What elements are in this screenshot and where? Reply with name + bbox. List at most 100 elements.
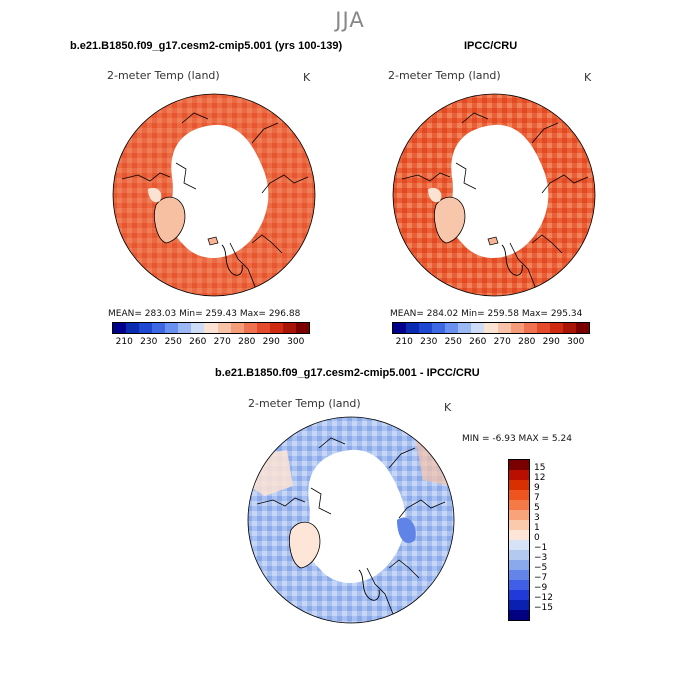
colorbar-label: −15 — [534, 603, 553, 613]
colorbar-swatch — [282, 323, 296, 333]
colorbar-label: 1 — [534, 523, 540, 533]
colorbar-swatch — [509, 550, 529, 560]
colorbar-swatch — [126, 323, 140, 333]
panel-1-colorbar — [112, 322, 310, 334]
colorbar-label: 230 — [140, 337, 158, 347]
greenland — [434, 196, 466, 244]
colorbar-label: −3 — [534, 553, 548, 563]
colorbar-swatch — [152, 323, 166, 333]
colorbar-swatch — [536, 323, 550, 333]
panel-3-variable: 2-meter Temp (land) — [248, 397, 361, 410]
panel-3-units: K — [444, 401, 452, 414]
panel-2-title: IPCC/CRU — [464, 40, 518, 52]
colorbar-swatch — [509, 590, 529, 600]
colorbar-swatch — [419, 323, 433, 333]
colorbar-label: 280 — [238, 337, 256, 347]
colorbar-label: 12 — [534, 473, 546, 483]
scandinavia — [501, 244, 523, 276]
colorbar-swatch — [432, 323, 446, 333]
colorbar-label: 7 — [534, 493, 540, 503]
colorbar-label: −7 — [534, 573, 548, 583]
panel-3-title: b.e21.B1850.f09_g17.cesm2-cmip5.001 - IP… — [215, 367, 480, 379]
colorbar-label: 300 — [287, 337, 305, 347]
scandinavia — [358, 569, 380, 601]
colorbar-label: 5 — [534, 503, 540, 513]
scandinavia — [221, 244, 243, 276]
panel-2-colorbar — [392, 322, 590, 334]
colorbar-swatch — [178, 323, 192, 333]
greenland — [154, 196, 186, 244]
colorbar-swatch — [393, 323, 407, 333]
panel-1-title: b.e21.B1850.f09_g17.cesm2-cmip5.001 (yrs… — [70, 40, 343, 52]
panel-2-colorbar-labels: 210 230 250 260 270 280 290 300 — [392, 337, 588, 347]
panel-3-colorbar — [508, 459, 530, 621]
colorbar-label: 290 — [262, 337, 280, 347]
cool-patch — [428, 187, 442, 203]
colorbar-label: 250 — [164, 337, 182, 347]
colorbar-swatch — [509, 490, 529, 500]
colorbar-swatch — [510, 323, 524, 333]
colorbar-swatch — [406, 323, 420, 333]
colorbar-label: 230 — [420, 337, 438, 347]
colorbar-swatch — [217, 323, 231, 333]
colorbar-swatch — [243, 323, 257, 333]
cold-anomaly — [397, 517, 416, 544]
panel-1-stats: MEAN= 283.03 Min= 259.43 Max= 296.88 — [108, 309, 301, 319]
colorbar-swatch — [509, 540, 529, 550]
colorbar-swatch — [562, 323, 576, 333]
colorbar-swatch — [509, 610, 529, 620]
colorbar-label: 280 — [518, 337, 536, 347]
panel-3-stats: MIN = -6.93 MAX = 5.24 — [462, 434, 572, 444]
panel-3-colorbar-labels: 15 12 9 7 5 3 1 0 −1 −3 −5 −7 −9 −12 −15 — [534, 459, 574, 621]
colorbar-label: 9 — [534, 483, 540, 493]
colorbar-swatch — [523, 323, 537, 333]
colorbar-label: 290 — [542, 337, 560, 347]
colorbar-label: −1 — [534, 543, 548, 553]
colorbar-label: 260 — [469, 337, 487, 347]
colorbar-label: −9 — [534, 583, 548, 593]
colorbar-label: 300 — [567, 337, 585, 347]
greenland — [289, 521, 321, 569]
difference-field — [248, 417, 454, 623]
colorbar-swatch — [295, 323, 309, 333]
colorbar-swatch — [509, 580, 529, 590]
colorbar-swatch — [509, 530, 529, 540]
colorbar-label: −5 — [534, 563, 548, 573]
iceland — [207, 236, 219, 246]
land-temperature-field — [113, 94, 315, 296]
colorbar-swatch — [269, 323, 283, 333]
colorbar-swatch — [509, 560, 529, 570]
iceland — [487, 236, 499, 246]
warm-anomaly-east — [415, 436, 451, 486]
coastline — [401, 112, 589, 290]
cool-patch — [148, 187, 162, 203]
colorbar-label: 0 — [534, 533, 540, 543]
colorbar-swatch — [458, 323, 472, 333]
panel-2-units: K — [584, 71, 592, 84]
colorbar-swatch — [256, 323, 270, 333]
season-title: JJA — [335, 8, 365, 32]
colorbar-label: 210 — [115, 337, 133, 347]
colorbar-swatch — [445, 323, 459, 333]
colorbar-label: 270 — [493, 337, 511, 347]
colorbar-swatch — [113, 323, 127, 333]
colorbar-swatch — [509, 500, 529, 510]
colorbar-swatch — [575, 323, 589, 333]
colorbar-swatch — [204, 323, 218, 333]
colorbar-swatch — [549, 323, 563, 333]
panel-2-stats: MEAN= 284.02 Min= 259.58 Max= 295.34 — [390, 309, 583, 319]
land-temperature-field — [393, 94, 595, 296]
colorbar-swatch — [484, 323, 498, 333]
colorbar-swatch — [509, 480, 529, 490]
colorbar-swatch — [230, 323, 244, 333]
colorbar-label: −12 — [534, 593, 553, 603]
colorbar-label: 270 — [213, 337, 231, 347]
colorbar-swatch — [471, 323, 485, 333]
colorbar-label: 250 — [444, 337, 462, 347]
panel-1-variable: 2-meter Temp (land) — [107, 69, 220, 82]
coastline — [256, 437, 446, 615]
panel-1-map — [112, 93, 316, 297]
colorbar-swatch — [509, 570, 529, 580]
colorbar-swatch — [497, 323, 511, 333]
panel-1-colorbar-labels: 210 230 250 260 270 280 290 300 — [112, 337, 308, 347]
